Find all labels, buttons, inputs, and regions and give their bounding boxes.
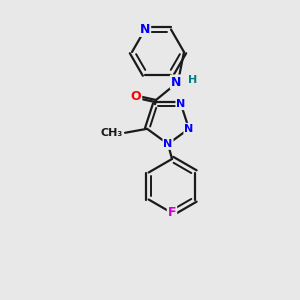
Text: O: O: [131, 89, 141, 103]
Text: H: H: [188, 75, 197, 85]
Text: CH₃: CH₃: [101, 128, 123, 138]
Text: N: N: [176, 99, 186, 109]
Text: N: N: [171, 76, 181, 88]
Text: N: N: [184, 124, 194, 134]
Text: N: N: [164, 139, 172, 149]
Text: F: F: [168, 206, 176, 220]
Text: N: N: [140, 23, 150, 36]
